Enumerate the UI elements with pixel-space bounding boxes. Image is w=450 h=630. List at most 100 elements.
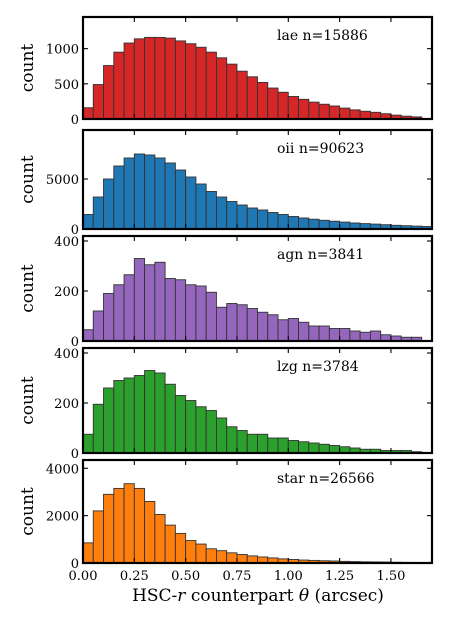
y-tick-label: 500 bbox=[54, 78, 79, 93]
histogram-bar bbox=[205, 51, 217, 120]
histogram-bar bbox=[236, 204, 248, 230]
histogram-bar bbox=[308, 325, 320, 342]
panel-lae: 0 500 1000 count lae n=15886 bbox=[18, 15, 434, 128]
histogram-bar bbox=[92, 510, 104, 564]
histogram-bar bbox=[298, 321, 310, 342]
histogram-bar bbox=[257, 433, 269, 454]
histogram-bar bbox=[318, 219, 330, 230]
histogram-bar bbox=[164, 278, 176, 342]
panel-label: oii n=90623 bbox=[277, 141, 364, 157]
histogram-bar bbox=[154, 36, 166, 120]
histogram-bar bbox=[215, 306, 228, 342]
x-tick-label: 0.75 bbox=[222, 569, 251, 584]
histogram-bar bbox=[92, 310, 104, 342]
histogram-bar bbox=[123, 377, 135, 454]
x-tick-label: 1.00 bbox=[274, 569, 303, 584]
panels-group: 0 500 1000 count lae n=15886 0 5000 count oii n=… bbox=[18, 15, 434, 584]
histogram-bar bbox=[236, 430, 248, 454]
histogram-bar bbox=[164, 37, 176, 120]
y-tick-label: 0 bbox=[71, 557, 79, 572]
histogram-bar bbox=[226, 201, 238, 230]
histogram-bar bbox=[359, 331, 371, 342]
panel-frame bbox=[81, 346, 434, 455]
histogram-bar bbox=[236, 304, 248, 342]
histogram-bar bbox=[92, 84, 104, 120]
histogram-bar bbox=[267, 437, 279, 454]
histogram-bar bbox=[215, 550, 228, 564]
histogram-bar bbox=[246, 207, 258, 230]
histogram-bar bbox=[113, 165, 125, 230]
histogram-bar bbox=[328, 328, 341, 342]
x-tick-label: 0.00 bbox=[69, 569, 98, 584]
histogram-bar bbox=[185, 284, 197, 342]
histogram-bar bbox=[113, 487, 125, 564]
histogram-bar bbox=[164, 383, 176, 454]
histogram-bar bbox=[103, 178, 115, 230]
histogram-bar bbox=[82, 542, 94, 564]
y-tick-label: 2000 bbox=[46, 510, 79, 525]
histogram-bar bbox=[123, 157, 135, 230]
histogram-bar bbox=[226, 303, 238, 342]
y-axis-label: count bbox=[18, 155, 38, 204]
y-tick-label: 1000 bbox=[46, 43, 79, 58]
histogram-bar bbox=[339, 328, 351, 342]
histogram-bar bbox=[205, 191, 217, 230]
histogram-bar bbox=[298, 98, 310, 120]
histogram-bar bbox=[298, 441, 310, 454]
panel-label: agn n=3841 bbox=[277, 247, 364, 263]
panel-star: 0 2000 4000 count star n=26566 0.00 0.25 0.50 0.… bbox=[18, 458, 434, 584]
histogram-bar bbox=[195, 406, 207, 454]
histogram-bar bbox=[92, 196, 104, 230]
histogram-bar bbox=[308, 101, 320, 120]
panel-agn: 0 200 400 count agn n=3841 bbox=[18, 234, 434, 350]
histogram-bar bbox=[308, 218, 320, 230]
panel-label: lae n=15886 bbox=[277, 28, 368, 44]
histogram-bar bbox=[82, 433, 94, 454]
histogram-bar bbox=[123, 483, 135, 564]
histogram-bar bbox=[267, 314, 279, 342]
panel-label: star n=26566 bbox=[277, 471, 375, 487]
y-axis-label: count bbox=[18, 44, 38, 93]
y-tick-label: 0 bbox=[71, 335, 79, 350]
y-axis-label: count bbox=[18, 376, 38, 425]
histogram-bar bbox=[185, 43, 197, 120]
y-tick-label: 200 bbox=[54, 397, 79, 412]
histogram-bar bbox=[318, 325, 330, 342]
histogram-bar bbox=[123, 274, 135, 342]
histogram-bar bbox=[257, 311, 269, 342]
y-tick-label: 400 bbox=[54, 235, 79, 250]
histogram-bar bbox=[318, 103, 330, 120]
histogram-bar bbox=[277, 214, 289, 230]
y-axis-label: count bbox=[18, 264, 38, 313]
panel-oii: 0 5000 count oii n=90623 bbox=[18, 128, 434, 238]
x-tick-label: 1.25 bbox=[325, 569, 354, 584]
histogram-bar bbox=[185, 400, 197, 454]
histogram-bar bbox=[164, 162, 176, 230]
y-tick-label: 5000 bbox=[46, 173, 79, 188]
histogram-bar bbox=[359, 110, 371, 120]
histogram-bar bbox=[257, 81, 269, 120]
histogram-bar bbox=[133, 375, 146, 454]
histogram-bar bbox=[103, 387, 115, 454]
histogram-bar bbox=[349, 330, 361, 342]
histogram-bar bbox=[92, 403, 104, 454]
histogram-bar bbox=[174, 40, 187, 120]
histogram-bar bbox=[195, 183, 207, 230]
histogram-bar bbox=[82, 329, 94, 342]
histogram-bar bbox=[133, 258, 146, 342]
histogram-bar bbox=[267, 87, 279, 120]
histogram-bar bbox=[267, 212, 279, 230]
histogram-bar bbox=[154, 261, 166, 342]
histogram-bar bbox=[133, 153, 146, 230]
histogram-bar bbox=[277, 91, 289, 120]
y-tick-label: 0 bbox=[71, 223, 79, 238]
x-axis-label: HSC-r counterpart θ (arcsec) bbox=[132, 586, 384, 606]
histogram-bar bbox=[154, 372, 166, 454]
y-tick-label: 4000 bbox=[46, 462, 79, 477]
histogram-bar bbox=[195, 46, 207, 120]
histogram-bar bbox=[82, 107, 94, 120]
histogram-bar bbox=[287, 318, 300, 342]
histogram-bar bbox=[246, 433, 258, 454]
histogram-bar bbox=[287, 440, 300, 454]
